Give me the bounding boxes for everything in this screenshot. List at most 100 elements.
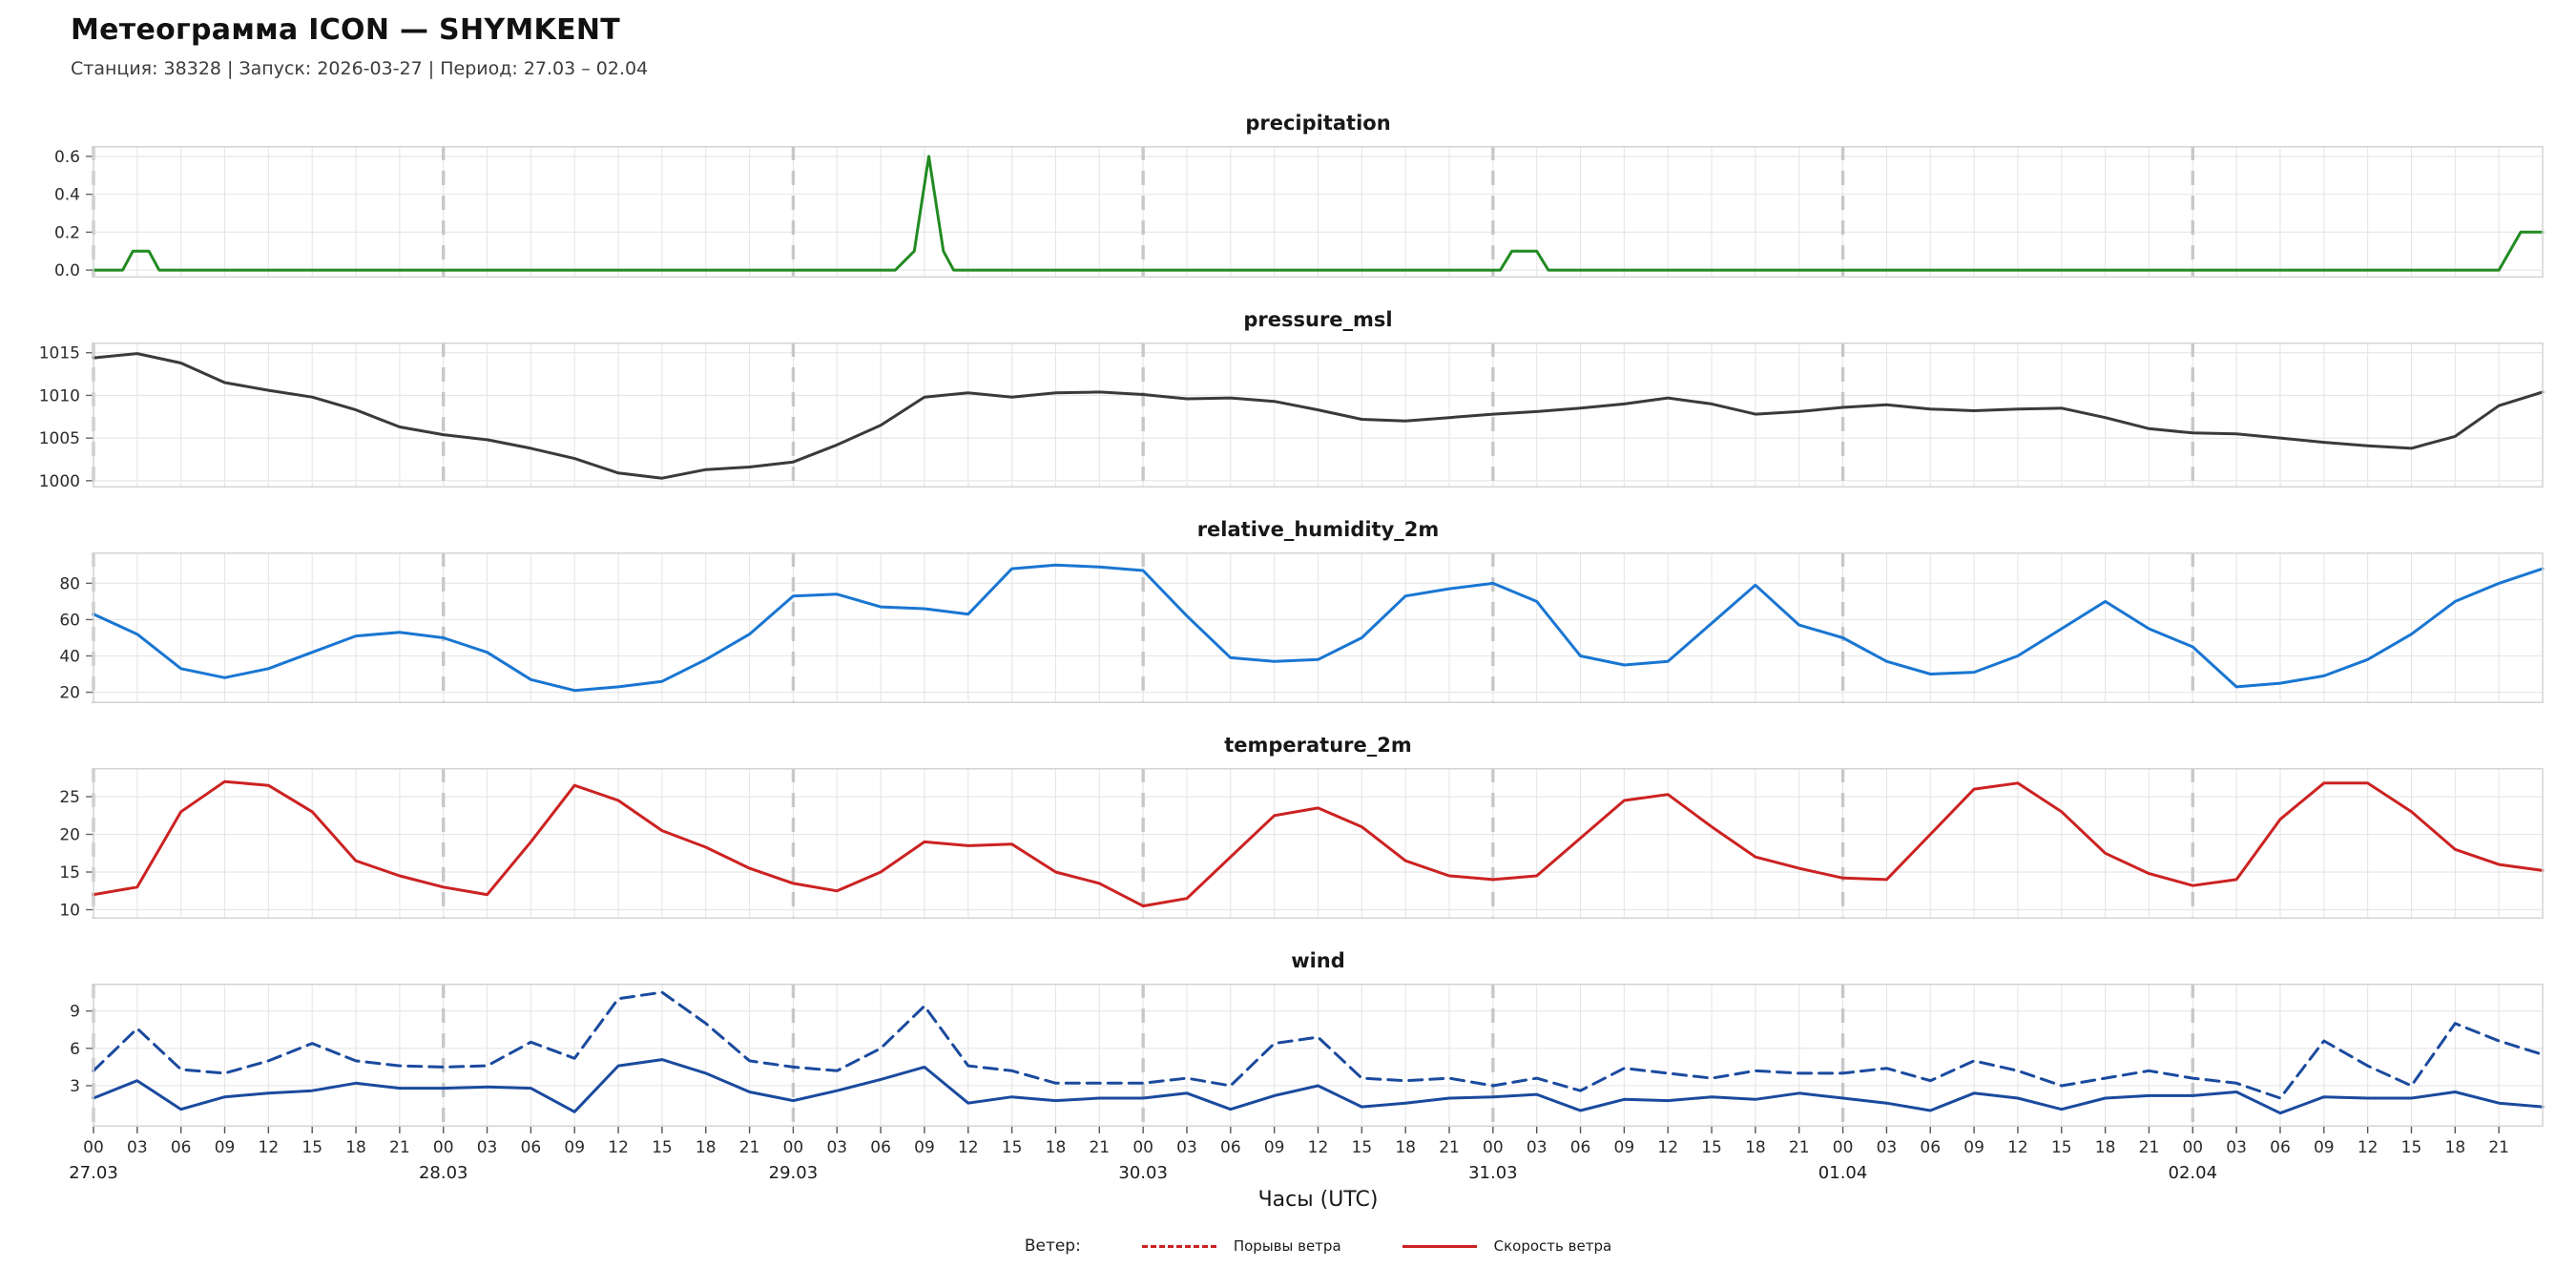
chart-section-humidity: relative_humidity_2m 20 40 60 80: [0, 488, 2576, 703]
svg-text:0.2: 0.2: [54, 223, 80, 242]
svg-text:09: 09: [1614, 1138, 1635, 1157]
svg-text:21: 21: [2488, 1138, 2509, 1157]
svg-text:15: 15: [652, 1138, 673, 1157]
legend-item-speed: Скорость ветра: [1402, 1237, 1612, 1255]
svg-text:15: 15: [2051, 1138, 2072, 1157]
svg-text:1005: 1005: [39, 429, 80, 448]
svg-text:18: 18: [345, 1138, 366, 1157]
svg-text:1000: 1000: [39, 472, 80, 488]
svg-text:00: 00: [1833, 1138, 1854, 1157]
svg-text:1010: 1010: [39, 386, 80, 405]
svg-text:06: 06: [1570, 1138, 1591, 1157]
svg-text:00: 00: [1483, 1138, 1504, 1157]
svg-text:20: 20: [59, 684, 80, 703]
wind-legend: Ветер: Порывы ветра Скорость ветра: [93, 1236, 2543, 1256]
svg-text:21: 21: [389, 1138, 410, 1157]
svg-text:09: 09: [1264, 1138, 1285, 1157]
svg-text:12: 12: [1308, 1138, 1329, 1157]
page-subtitle: Станция: 38328 | Запуск: 2026-03-27 | Пе…: [71, 58, 649, 79]
svg-text:0.4: 0.4: [54, 186, 80, 205]
svg-text:18: 18: [2095, 1138, 2116, 1157]
chart-title-wind: wind: [1291, 949, 1345, 972]
svg-text:40: 40: [59, 648, 80, 667]
svg-text:01.04: 01.04: [1818, 1163, 1868, 1183]
meteogram-page: Метеограмма ICON — SHYMKENT Станция: 383…: [0, 0, 2576, 1256]
svg-text:12: 12: [958, 1138, 979, 1157]
svg-text:18: 18: [696, 1138, 717, 1157]
svg-text:9: 9: [70, 1003, 80, 1022]
legend-title: Ветер:: [1024, 1236, 1081, 1256]
svg-text:03: 03: [1527, 1138, 1548, 1157]
chart-title-precipitation: precipitation: [1245, 112, 1391, 135]
chart-section-pressure: pressure_msl 1000 1005 1010 1015: [0, 278, 2576, 488]
svg-text:00: 00: [1132, 1138, 1153, 1157]
chart-section-precipitation: precipitation 0.0 0.2 0.4 0.6: [0, 81, 2576, 278]
svg-text:21: 21: [1089, 1138, 1110, 1157]
svg-text:00: 00: [783, 1138, 804, 1157]
svg-text:15: 15: [1002, 1138, 1023, 1157]
speed-line-sample: [1402, 1244, 1477, 1248]
svg-text:09: 09: [914, 1138, 935, 1157]
svg-text:06: 06: [870, 1138, 891, 1157]
header: Метеограмма ICON — SHYMKENT Станция: 383…: [0, 0, 2576, 81]
humidity-plot: 20 40 60 80: [59, 552, 2545, 703]
svg-text:0.6: 0.6: [54, 148, 80, 167]
svg-text:80: 80: [59, 574, 80, 593]
svg-text:15: 15: [59, 863, 80, 883]
svg-text:00: 00: [433, 1138, 454, 1157]
svg-text:12: 12: [2007, 1138, 2028, 1157]
svg-text:15: 15: [1352, 1138, 1373, 1157]
svg-text:03: 03: [1877, 1138, 1898, 1157]
svg-text:21: 21: [2139, 1138, 2160, 1157]
svg-text:6: 6: [70, 1040, 80, 1059]
svg-text:60: 60: [59, 611, 80, 630]
svg-text:06: 06: [1920, 1138, 1941, 1157]
svg-text:18: 18: [1046, 1138, 1067, 1157]
svg-text:15: 15: [301, 1138, 322, 1157]
svg-text:03: 03: [2226, 1138, 2247, 1157]
svg-text:29.03: 29.03: [769, 1163, 819, 1183]
x-axis-label: Часы (UTC): [1257, 1188, 1379, 1212]
svg-text:30.03: 30.03: [1118, 1163, 1168, 1183]
chart-title-temperature: temperature_2m: [1224, 734, 1412, 757]
precipitation-plot: 0.0 0.2 0.4 0.6: [54, 146, 2545, 278]
svg-text:20: 20: [59, 826, 80, 845]
chart-section-wind: wind 3 6 9: [0, 919, 2576, 1127]
svg-text:12: 12: [608, 1138, 629, 1157]
svg-text:0.0: 0.0: [54, 261, 80, 278]
svg-text:31.03: 31.03: [1468, 1163, 1518, 1183]
svg-text:18: 18: [1395, 1138, 1416, 1157]
svg-text:18: 18: [1745, 1138, 1766, 1157]
legend-item-gusts: Порывы ветра: [1141, 1237, 1341, 1255]
svg-text:12: 12: [1657, 1138, 1678, 1157]
svg-text:27.03: 27.03: [69, 1163, 118, 1183]
svg-text:02.04: 02.04: [2169, 1163, 2218, 1183]
speed-label: Скорость ветра: [1493, 1237, 1612, 1255]
gusts-line-sample: [1141, 1244, 1216, 1248]
chart-title-pressure: pressure_msl: [1243, 308, 1393, 331]
svg-text:03: 03: [477, 1138, 498, 1157]
gusts-label: Порывы ветра: [1233, 1237, 1341, 1255]
page-title: Метеограмма ICON — SHYMKENT: [71, 13, 621, 47]
svg-text:09: 09: [564, 1138, 585, 1157]
svg-text:06: 06: [2270, 1138, 2291, 1157]
svg-text:12: 12: [2358, 1138, 2379, 1157]
wind-plot: 3 6 9: [70, 984, 2545, 1127]
svg-text:1015: 1015: [39, 344, 80, 364]
svg-text:18: 18: [2445, 1138, 2466, 1157]
svg-text:09: 09: [2314, 1138, 2335, 1157]
svg-text:25: 25: [59, 788, 80, 807]
svg-text:21: 21: [739, 1138, 760, 1157]
svg-text:10: 10: [59, 902, 80, 919]
x-axis: 00 03 06 09 12 15 18 21 00 03 06 09 12 15 18 21 00 03 06 09…: [69, 1127, 2509, 1183]
svg-text:15: 15: [1701, 1138, 1722, 1157]
svg-text:06: 06: [1220, 1138, 1241, 1157]
svg-text:03: 03: [826, 1138, 847, 1157]
pressure-plot: 1000 1005 1010 1015: [39, 343, 2545, 488]
chart-title-humidity: relative_humidity_2m: [1196, 518, 1440, 541]
svg-text:15: 15: [2401, 1138, 2422, 1157]
svg-text:00: 00: [83, 1138, 104, 1157]
svg-text:06: 06: [171, 1138, 192, 1157]
svg-text:3: 3: [70, 1077, 80, 1096]
svg-text:09: 09: [1963, 1138, 1984, 1157]
